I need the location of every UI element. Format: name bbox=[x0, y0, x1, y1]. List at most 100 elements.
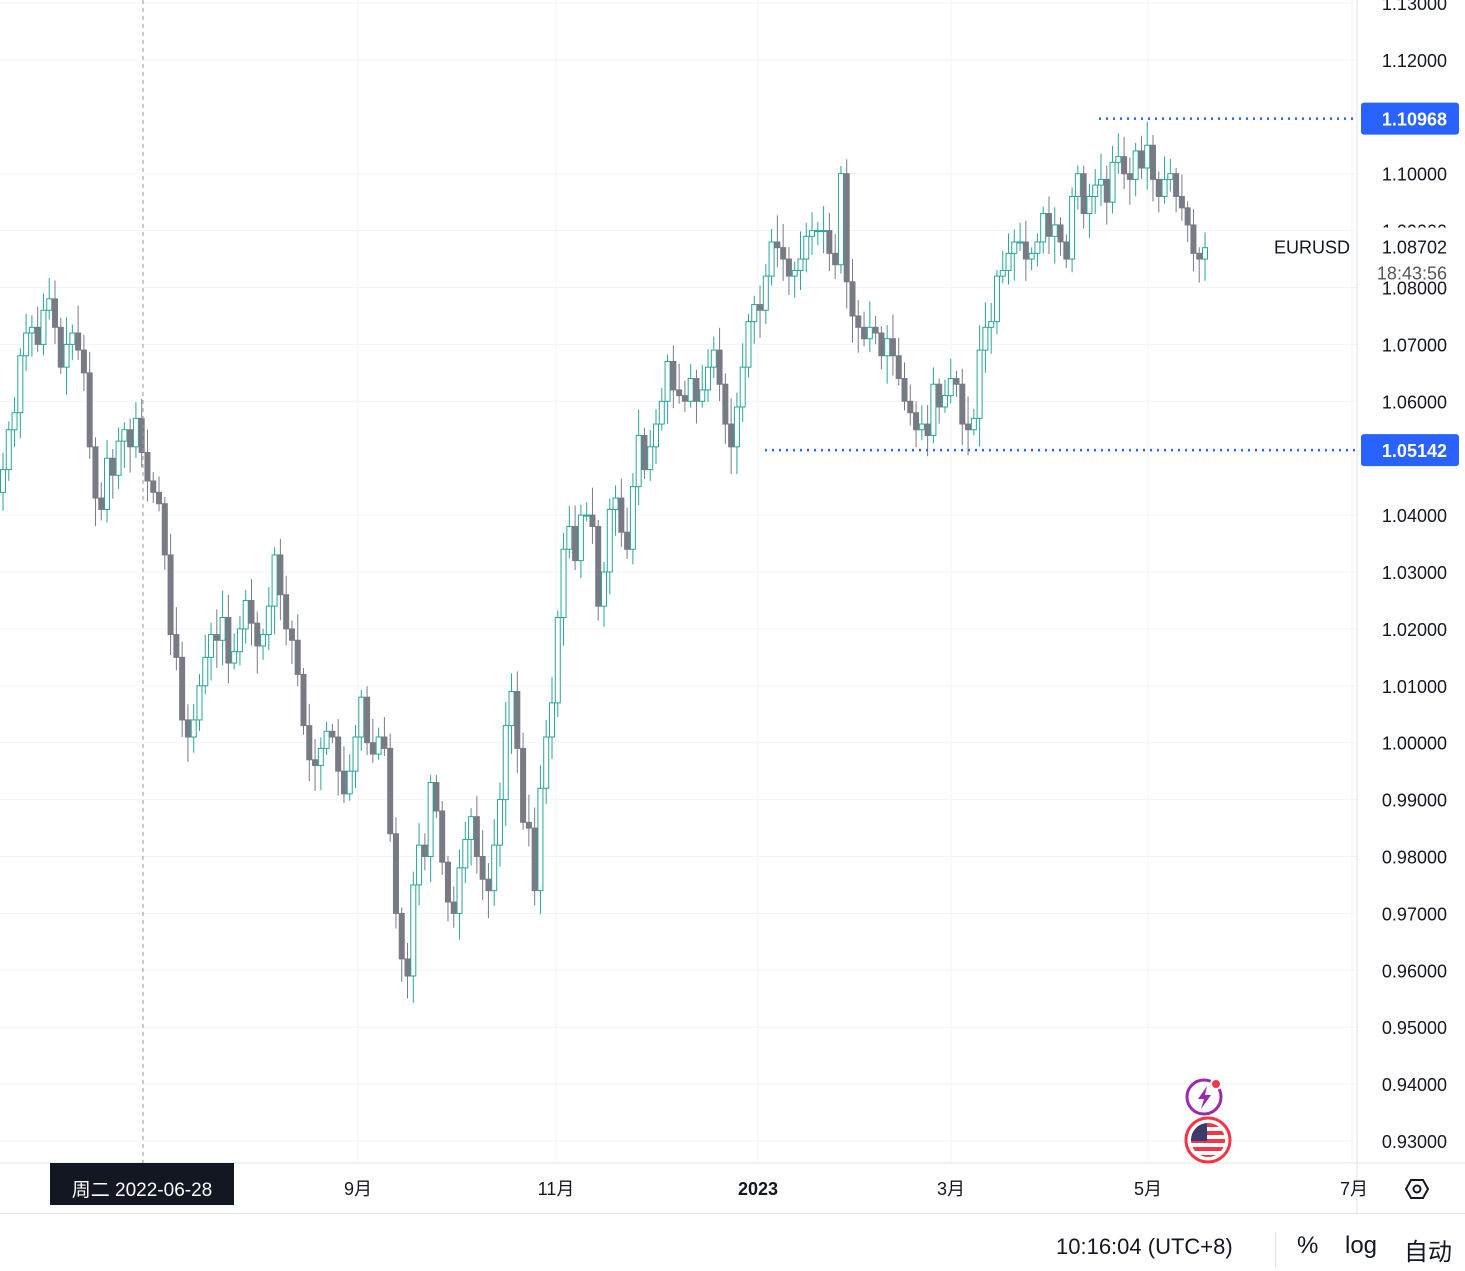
timezone-clock[interactable]: 10:16:04 (UTC+8) bbox=[1056, 1234, 1233, 1259]
candle-body bbox=[520, 747, 527, 823]
candle bbox=[1005, 233, 1012, 285]
candle bbox=[312, 739, 319, 791]
candle bbox=[809, 212, 816, 255]
candle bbox=[433, 774, 440, 819]
candle-body bbox=[427, 782, 434, 858]
candle bbox=[936, 378, 943, 424]
y-tick-label: 1.12000 bbox=[1382, 51, 1447, 71]
candle bbox=[739, 343, 746, 423]
candle bbox=[681, 380, 688, 413]
candle bbox=[826, 212, 833, 272]
candle bbox=[1126, 157, 1133, 205]
candle-body bbox=[993, 275, 1000, 323]
y-tick-label: 0.96000 bbox=[1382, 961, 1447, 981]
crosshair-date-label: 周二 2022-06-28 bbox=[72, 1180, 212, 1201]
candle-body bbox=[803, 235, 810, 260]
candle bbox=[705, 349, 712, 402]
candle bbox=[889, 314, 896, 376]
candle bbox=[1045, 196, 1052, 255]
lightning-event-icon[interactable] bbox=[1185, 1078, 1223, 1116]
candle-body bbox=[751, 304, 758, 323]
candle-body bbox=[757, 304, 764, 311]
candle-body bbox=[1184, 207, 1191, 226]
candle-body bbox=[601, 571, 607, 607]
candle-body bbox=[358, 696, 365, 738]
candle-body bbox=[976, 349, 983, 419]
candle bbox=[710, 336, 717, 379]
candle-body bbox=[733, 406, 740, 448]
candle-body bbox=[387, 747, 394, 835]
candle-body bbox=[381, 736, 388, 749]
candle bbox=[525, 794, 532, 847]
candle-body bbox=[312, 759, 319, 766]
us-flag-event-icon[interactable] bbox=[1184, 1116, 1232, 1164]
candle bbox=[352, 724, 359, 788]
candle bbox=[404, 942, 411, 999]
candle bbox=[196, 674, 203, 732]
candle bbox=[1069, 187, 1076, 273]
y-tick-label: 1.08000 bbox=[1382, 279, 1447, 299]
candle bbox=[959, 368, 966, 446]
candle-body bbox=[895, 355, 902, 380]
percent-scale-button[interactable]: % bbox=[1297, 1232, 1319, 1259]
candle bbox=[1190, 209, 1197, 272]
candle bbox=[462, 821, 469, 884]
candle-body bbox=[1103, 178, 1110, 203]
candles bbox=[0, 121, 1208, 1003]
candle-body bbox=[624, 531, 631, 550]
candle bbox=[635, 409, 642, 506]
candle-body bbox=[450, 901, 457, 914]
candle-body bbox=[0, 469, 6, 493]
candle bbox=[1144, 121, 1151, 190]
last-price-label: 1.08702 bbox=[1382, 238, 1447, 258]
auto-scale-button[interactable]: 自动 bbox=[1404, 1239, 1452, 1266]
candle bbox=[1074, 165, 1081, 210]
price-level-label: 1.10968 bbox=[1382, 110, 1447, 130]
candle-body bbox=[167, 554, 174, 636]
candle bbox=[1167, 158, 1174, 192]
candle bbox=[1121, 136, 1128, 190]
candle bbox=[537, 765, 544, 915]
candle-body bbox=[1057, 224, 1064, 243]
candle-body bbox=[849, 281, 856, 317]
candle-body bbox=[566, 525, 573, 550]
price-chart[interactable]: 1.10968 1.05142 1.130001.120001.100001.09… bbox=[0, 0, 1465, 1213]
candle-body bbox=[398, 912, 405, 960]
candle bbox=[641, 427, 648, 479]
candle-body bbox=[687, 378, 694, 402]
candle-body bbox=[1155, 178, 1162, 197]
candle bbox=[109, 449, 116, 499]
event-icons[interactable] bbox=[1184, 1078, 1232, 1164]
candle-body bbox=[762, 275, 769, 311]
price-level-label: 1.05142 bbox=[1382, 441, 1447, 461]
candle bbox=[716, 327, 723, 402]
candle bbox=[265, 587, 272, 651]
candle bbox=[98, 482, 105, 521]
candle-body bbox=[745, 321, 752, 368]
candle-body bbox=[930, 383, 937, 436]
candle-body bbox=[121, 429, 128, 442]
candle-body bbox=[104, 457, 111, 510]
candle-body bbox=[705, 366, 712, 391]
candle-body bbox=[589, 514, 596, 527]
log-scale-button[interactable]: log bbox=[1345, 1232, 1378, 1259]
price-axis[interactable]: 1.130001.120001.100001.090001.080001.070… bbox=[1274, 0, 1457, 1152]
candle-body bbox=[364, 696, 371, 744]
candle-body bbox=[710, 349, 717, 368]
candle bbox=[901, 362, 908, 411]
candle-body bbox=[641, 434, 648, 471]
candle bbox=[161, 496, 168, 571]
candle bbox=[450, 886, 457, 928]
candle-body bbox=[913, 412, 920, 431]
settings-icon[interactable] bbox=[1404, 1179, 1430, 1199]
candle bbox=[491, 819, 498, 906]
time-axis[interactable]: 9月 11月 2023 3月 5月 7月 bbox=[344, 1179, 1430, 1199]
x-tick-label: 9月 bbox=[344, 1179, 372, 1199]
candle-body bbox=[1069, 195, 1076, 260]
candle bbox=[323, 721, 330, 755]
candle bbox=[364, 686, 371, 756]
candle bbox=[664, 354, 671, 424]
candle bbox=[236, 615, 243, 666]
candle bbox=[387, 733, 394, 842]
candle-body bbox=[1022, 241, 1029, 260]
